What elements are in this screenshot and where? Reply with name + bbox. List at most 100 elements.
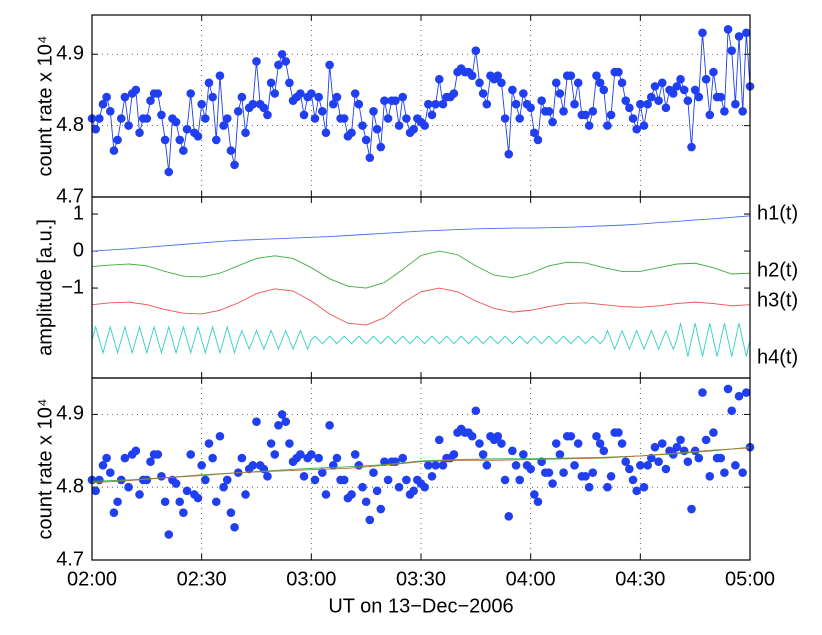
data-point xyxy=(266,439,276,448)
data-point xyxy=(738,468,747,477)
data-point xyxy=(723,24,733,34)
data-point xyxy=(606,471,616,481)
data-point xyxy=(511,99,521,109)
y-tick-label: 4.7 xyxy=(56,185,84,207)
data-point xyxy=(690,446,700,456)
data-point xyxy=(314,92,323,102)
data-point xyxy=(365,153,375,163)
data-point xyxy=(175,497,185,507)
data-point xyxy=(555,450,565,459)
data-point xyxy=(394,121,404,130)
data-point xyxy=(544,468,554,477)
data-point xyxy=(266,78,276,88)
data-point xyxy=(434,74,444,84)
data-point xyxy=(709,428,718,437)
data-point xyxy=(471,46,481,55)
y-axis-title: count rate x 10⁴ xyxy=(34,399,56,540)
data-point xyxy=(570,99,579,109)
data-point xyxy=(515,475,524,485)
data-point xyxy=(449,89,459,98)
data-point xyxy=(369,107,378,116)
data-point xyxy=(131,446,141,456)
data-point xyxy=(573,439,583,448)
data-point xyxy=(248,461,258,470)
data-point xyxy=(559,107,568,116)
data-point xyxy=(705,471,715,481)
data-point xyxy=(705,110,715,120)
data-point xyxy=(146,96,155,105)
y-tick-label: 4.7 xyxy=(56,548,84,570)
y-tick-label: 4.9 xyxy=(56,43,84,65)
x-tick-label: 03:00 xyxy=(286,568,336,590)
data-point xyxy=(471,406,481,416)
data-point xyxy=(120,453,130,463)
data-point xyxy=(285,439,294,448)
data-point xyxy=(215,431,225,441)
data-point xyxy=(548,117,557,127)
data-point xyxy=(734,391,744,401)
data-point xyxy=(482,461,492,470)
data-point xyxy=(573,78,583,88)
data-point xyxy=(508,446,517,456)
data-point xyxy=(584,482,594,492)
data-point xyxy=(424,99,433,109)
data-point xyxy=(193,132,203,141)
data-point xyxy=(636,461,645,470)
data-point xyxy=(431,99,440,109)
y-axis-title: count rate x 10⁴ xyxy=(34,36,56,177)
data-point xyxy=(153,450,163,459)
data-point xyxy=(617,439,627,448)
data-point xyxy=(135,490,144,499)
data-point xyxy=(731,461,740,470)
data-point xyxy=(193,493,203,503)
data-point xyxy=(142,475,152,485)
data-point xyxy=(420,121,429,130)
data-point xyxy=(548,479,557,488)
data-point xyxy=(102,92,111,102)
data-point xyxy=(566,71,576,80)
data-point xyxy=(219,482,228,492)
data-point xyxy=(325,421,334,430)
y-tick-label: 4.8 xyxy=(56,475,84,497)
data-point xyxy=(157,471,166,481)
data-point xyxy=(676,74,685,84)
data-point xyxy=(701,74,711,84)
data-point xyxy=(398,453,408,463)
data-point xyxy=(716,92,726,102)
series-label: h1(t) xyxy=(757,202,798,224)
data-point xyxy=(109,146,119,155)
data-point xyxy=(654,96,663,105)
data-point xyxy=(91,486,100,496)
data-point xyxy=(657,439,667,448)
data-point xyxy=(124,121,133,130)
data-point xyxy=(409,124,418,134)
data-point xyxy=(588,468,598,477)
data-point xyxy=(321,490,331,499)
data-point xyxy=(632,486,641,496)
data-point xyxy=(511,461,521,470)
data-point xyxy=(723,384,733,394)
data-point xyxy=(208,453,217,463)
data-point xyxy=(350,450,360,459)
data-point xyxy=(603,121,612,130)
data-point xyxy=(98,461,108,470)
data-point xyxy=(639,121,649,130)
data-point xyxy=(720,107,729,116)
data-point xyxy=(215,71,225,80)
data-point xyxy=(504,512,514,521)
data-point xyxy=(365,515,375,525)
data-point xyxy=(259,103,269,113)
series-label: h4(t) xyxy=(757,346,798,368)
data-point xyxy=(672,82,682,91)
data-point xyxy=(197,99,206,109)
y-tick-label: 0 xyxy=(73,239,84,261)
data-point xyxy=(668,89,678,98)
data-point xyxy=(606,110,616,120)
data-point xyxy=(201,475,210,485)
data-point xyxy=(581,471,590,481)
data-point xyxy=(420,482,429,492)
data-point xyxy=(281,417,291,426)
data-point xyxy=(434,435,444,445)
data-point xyxy=(182,486,192,496)
